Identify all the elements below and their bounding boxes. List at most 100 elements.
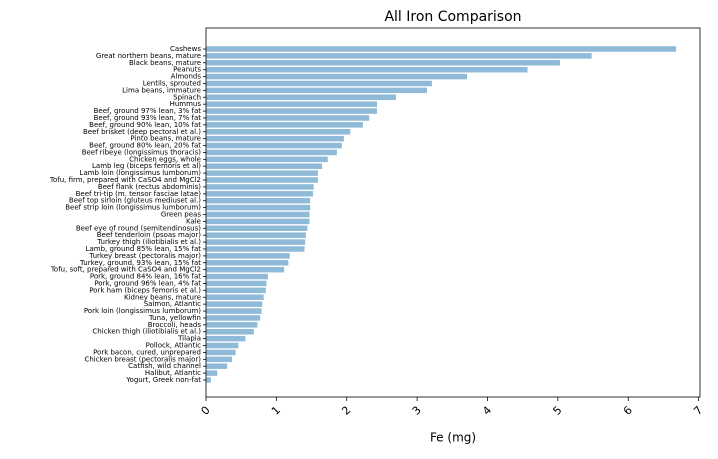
bar bbox=[206, 239, 306, 245]
bar bbox=[206, 142, 342, 149]
bar bbox=[206, 246, 305, 252]
y-tick-label: Kidney beans, mature bbox=[124, 293, 201, 301]
y-tick-label: Tilapia bbox=[177, 335, 201, 343]
y-tick-label: Catfish, wild channel bbox=[128, 362, 201, 370]
y-tick-label: Beef, ground 80% lean, 20% fat bbox=[89, 142, 201, 150]
bar bbox=[206, 287, 266, 294]
y-tick-label: Peanuts bbox=[173, 66, 201, 74]
bar bbox=[206, 260, 289, 266]
y-tick-label: Great northern beans, mature bbox=[96, 52, 201, 60]
bar bbox=[206, 80, 432, 87]
bar bbox=[206, 60, 560, 66]
y-tick-label: Beef brisket (deep pectoral et al.) bbox=[83, 128, 201, 136]
bar bbox=[206, 73, 468, 80]
y-tick-label: Lima beans, immature bbox=[122, 86, 201, 94]
y-tick-label: Chicken thigh (iliotibialis et al.) bbox=[92, 328, 201, 336]
y-tick-label: Lentils, sprouted bbox=[143, 79, 201, 87]
x-tick-label: 4 bbox=[480, 404, 494, 418]
bar bbox=[206, 266, 285, 273]
y-tick-label: Beef eye of round (semitendinosus) bbox=[76, 224, 201, 232]
bar bbox=[206, 53, 592, 59]
bar bbox=[206, 128, 351, 135]
y-tick-label: Pork bacon, cured, unprepared bbox=[93, 348, 201, 356]
bar bbox=[206, 94, 396, 101]
bar bbox=[206, 108, 377, 114]
bar bbox=[206, 184, 314, 190]
y-tick-label: Pork loin (longissimus lumborum) bbox=[84, 307, 201, 315]
bar bbox=[206, 294, 264, 301]
y-tick-label: Black beans, mature bbox=[129, 59, 201, 67]
y-tick-label: Halibut, Atlantic bbox=[145, 369, 201, 377]
x-tick-label: 2 bbox=[339, 404, 353, 418]
x-tick-label: 5 bbox=[550, 404, 564, 418]
y-tick-label: Beef, ground 90% lean, 10% fat bbox=[89, 121, 201, 129]
y-tick-label: Beef flank (rectus abdominis) bbox=[98, 183, 201, 191]
bar bbox=[206, 308, 262, 314]
y-tick-label: Beef tri-tip (m. tensor fasciae latae) bbox=[76, 190, 202, 198]
bar bbox=[206, 122, 363, 128]
bar bbox=[206, 135, 344, 142]
y-tick-label: Beef tenderloin (psoas major) bbox=[97, 231, 202, 239]
bar bbox=[206, 363, 228, 369]
y-tick-label: Pork, ground 84% lean, 16% fat bbox=[90, 273, 201, 281]
y-tick-label: Beef top sirloin (gluteus mediuset al.) bbox=[69, 197, 201, 205]
x-axis-label: Fe (mg) bbox=[430, 431, 476, 445]
bar bbox=[206, 204, 311, 211]
bar bbox=[206, 197, 311, 204]
bar bbox=[206, 87, 427, 94]
y-tick-label: Lamb loin (longissimus lumborum) bbox=[80, 169, 202, 177]
bar bbox=[206, 211, 310, 218]
y-tick-label: Almonds bbox=[171, 73, 202, 81]
chart-title: All Iron Comparison bbox=[384, 9, 521, 25]
bar bbox=[206, 218, 310, 225]
bar bbox=[206, 101, 377, 107]
bar bbox=[206, 149, 337, 156]
bar bbox=[206, 356, 233, 363]
bar bbox=[206, 177, 318, 183]
plot-frame bbox=[205, 27, 701, 398]
y-tick-label: Turkey thigh (iliotibialis et al.) bbox=[96, 238, 201, 246]
bar bbox=[206, 349, 236, 356]
bar bbox=[206, 335, 246, 342]
y-tick-label: Green peas bbox=[161, 211, 201, 219]
x-tick-label: 0 bbox=[199, 404, 213, 418]
y-tick-label: Pinto beans, mature bbox=[130, 135, 201, 143]
bar bbox=[206, 301, 263, 307]
y-tick-label: Spinach bbox=[173, 93, 201, 101]
bar bbox=[206, 370, 218, 376]
y-tick-label: Yogurt, Greek non-fat bbox=[125, 376, 201, 384]
y-tick-label: Turkey, ground, 93% lean, 15% fat bbox=[79, 259, 201, 267]
bar bbox=[206, 253, 290, 259]
y-tick-label: Salmon, Atlantic bbox=[144, 300, 201, 308]
y-tick-label: Turkey breast (pectoralis major) bbox=[88, 252, 201, 260]
bar bbox=[206, 225, 308, 232]
y-tick-label: Pork ham (biceps femoris et al.) bbox=[89, 286, 201, 294]
y-tick-label: Lamb leg (biceps femoris et al) bbox=[92, 162, 201, 170]
bar bbox=[206, 232, 306, 238]
y-tick-label: Broccoli, heads bbox=[148, 321, 202, 329]
x-tick-label: 7 bbox=[691, 404, 705, 418]
y-tick-label: Cashews bbox=[170, 45, 201, 53]
x-tick-label: 6 bbox=[621, 404, 635, 418]
y-tick-label: Tofu, firm, prepared with CaSO4 and MgCl… bbox=[49, 176, 201, 184]
x-tick-label: 3 bbox=[410, 404, 424, 418]
y-tick-label: Beef strip loin (longissimus lumborum) bbox=[65, 204, 201, 212]
y-tick-label: Pollock, Atlantic bbox=[146, 342, 202, 350]
bar bbox=[206, 115, 370, 121]
y-tick-label: Kale bbox=[186, 217, 201, 225]
y-tick-label: Hummus bbox=[170, 100, 202, 108]
y-tick-label: Beef ribeye (longissimus thoracis) bbox=[82, 148, 202, 156]
y-tick-label: Chicken eggs, whole bbox=[129, 155, 201, 163]
bar bbox=[206, 156, 328, 163]
x-tick-label: 1 bbox=[269, 404, 283, 418]
bar bbox=[206, 66, 528, 73]
bar bbox=[206, 342, 239, 349]
bar bbox=[206, 280, 267, 287]
y-tick-label: Beef, ground 93% lean, 7% fat bbox=[94, 114, 202, 122]
bar bbox=[206, 377, 211, 383]
bar bbox=[206, 46, 677, 52]
bar bbox=[206, 273, 268, 280]
bar bbox=[206, 163, 323, 169]
bar bbox=[206, 191, 313, 197]
